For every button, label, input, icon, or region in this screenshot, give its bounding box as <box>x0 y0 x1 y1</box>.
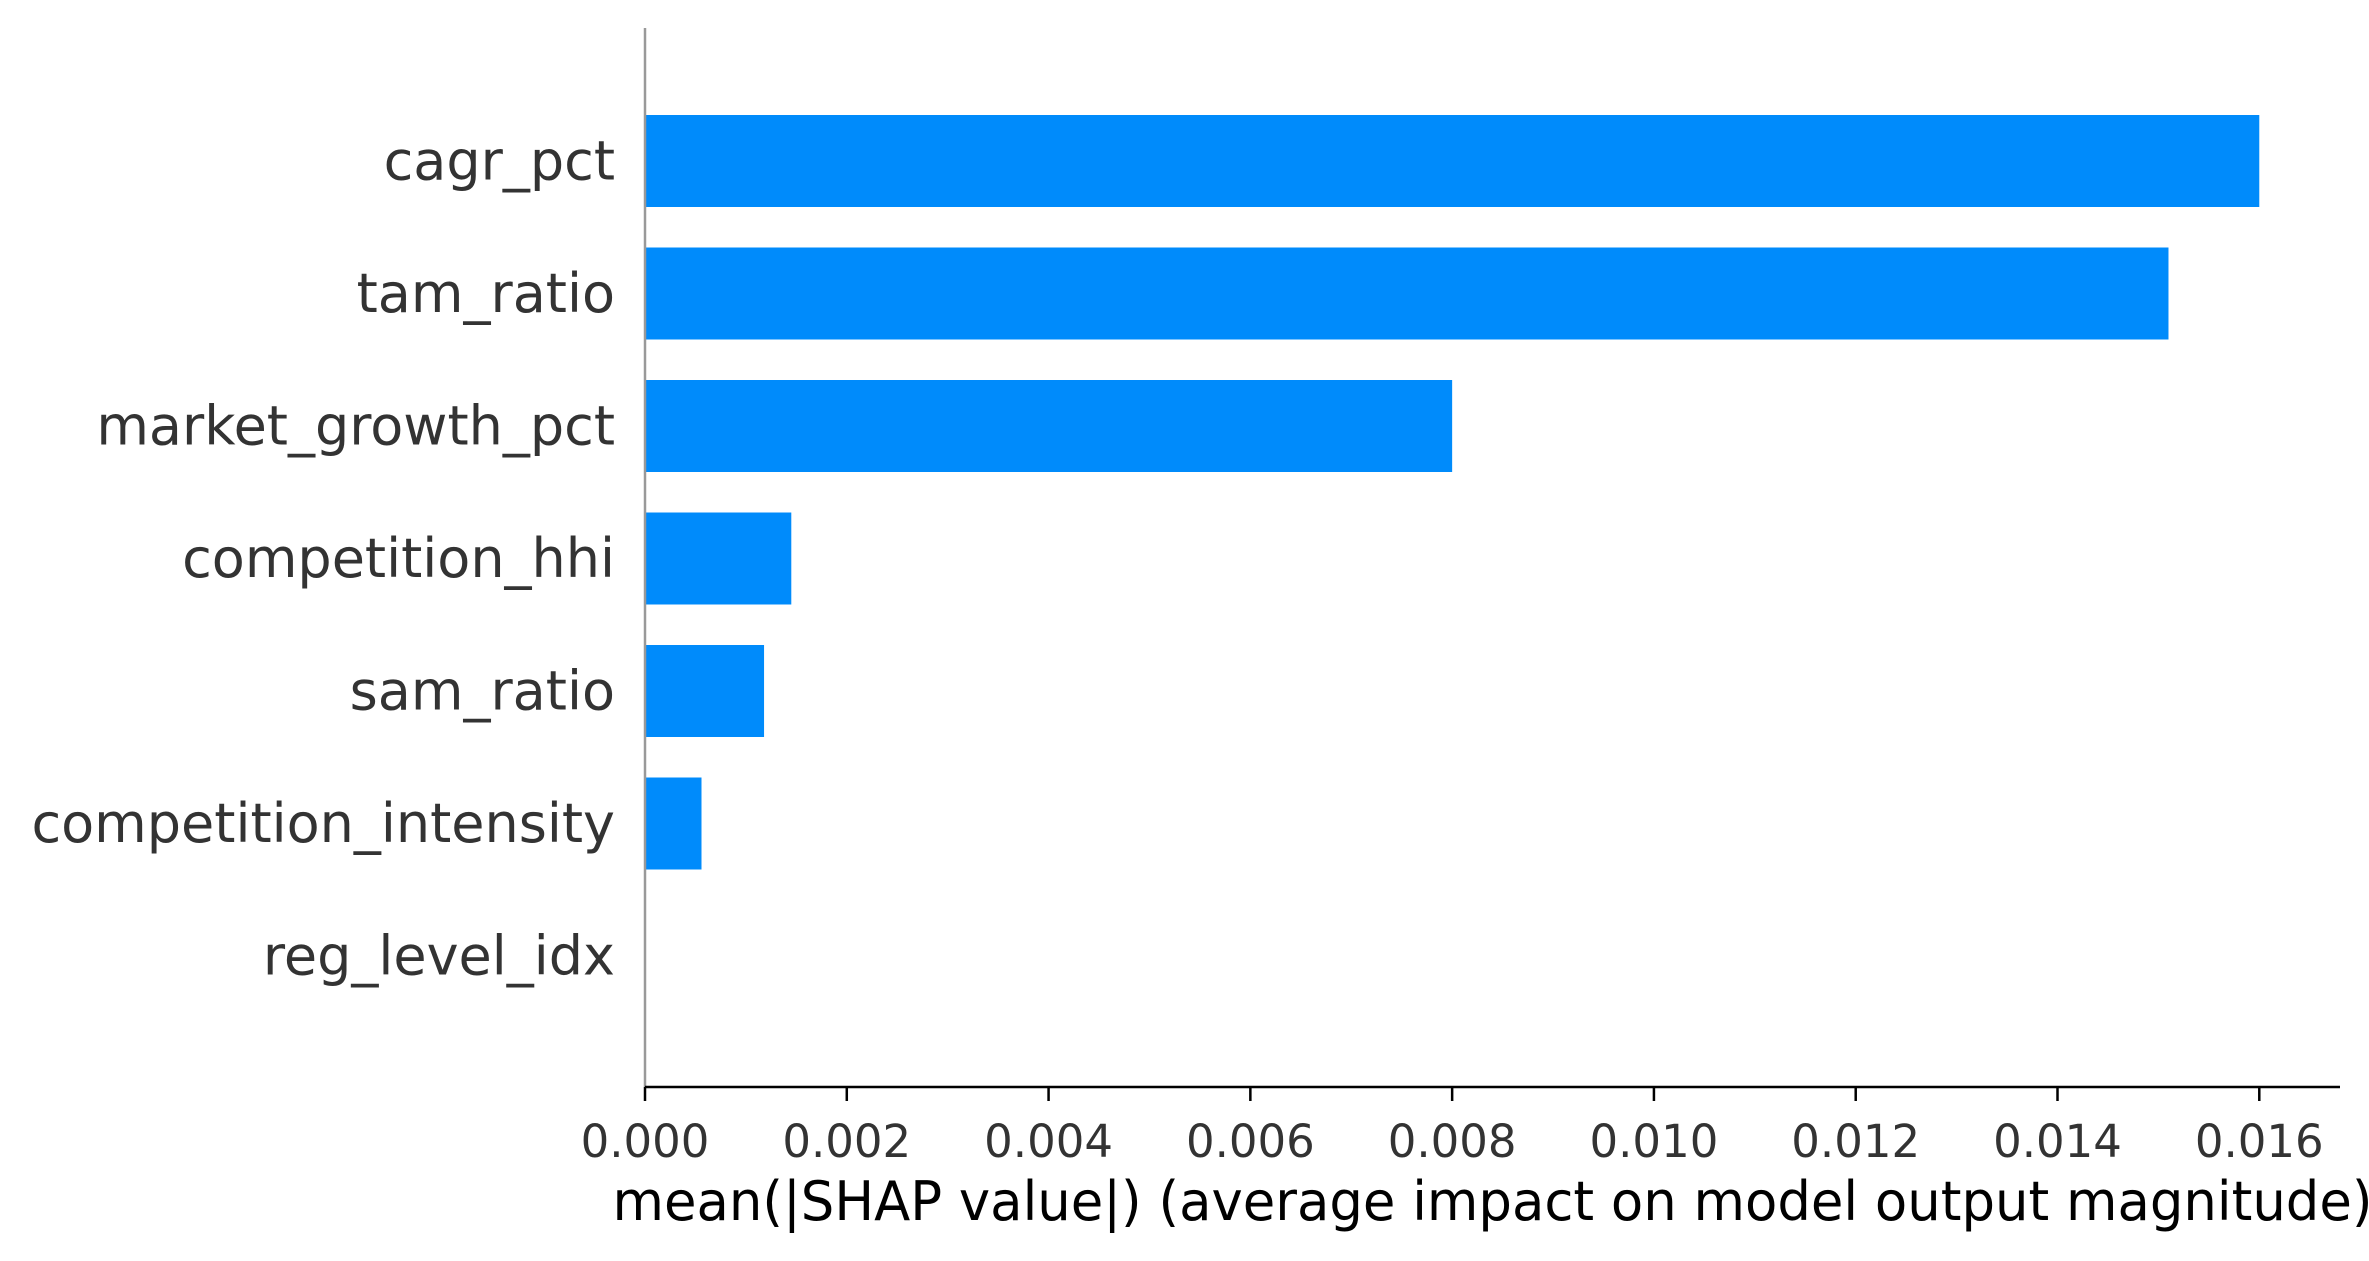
feature-label-competition-intensity: competition_intensity <box>31 792 615 855</box>
bar-sam-ratio <box>645 645 765 737</box>
bar-cagr-pct <box>645 115 2260 207</box>
x-tick-label: 0.014 <box>1993 1115 2122 1168</box>
x-axis-ticks: 0.000 0.002 0.004 0.006 0.008 0.010 0.012 0.014… <box>581 1087 2324 1168</box>
x-tick-label: 0.006 <box>1186 1115 1315 1168</box>
x-tick-label: 0.000 <box>581 1115 710 1168</box>
feature-label-sam-ratio: sam_ratio <box>350 660 615 723</box>
x-tick-label: 0.016 <box>2195 1115 2324 1168</box>
feature-label-reg-level-idx: reg_level_idx <box>263 925 615 988</box>
x-tick-label: 0.002 <box>782 1115 911 1168</box>
x-tick-label: 0.010 <box>1590 1115 1719 1168</box>
bar-competition-intensity <box>645 777 702 870</box>
feature-label-competition-hhi: competition_hhi <box>182 527 615 590</box>
x-tick-label: 0.008 <box>1388 1115 1517 1168</box>
bar-tam-ratio <box>645 247 2169 340</box>
x-tick-label: 0.004 <box>984 1115 1113 1168</box>
x-axis-title: mean(|SHAP value|) (average impact on mo… <box>613 1170 2369 1233</box>
feature-label-cagr-pct: cagr_pct <box>384 130 615 193</box>
feature-label-tam-ratio: tam_ratio <box>357 262 615 325</box>
bar-competition-hhi <box>645 512 792 605</box>
bars-layer <box>645 115 2260 870</box>
bar-market-growth-pct <box>645 380 1453 472</box>
feature-label-market-growth-pct: market_growth_pct <box>96 395 615 458</box>
feature-labels: cagr_pct tam_ratio market_growth_pctcompet… <box>31 130 615 988</box>
x-tick-label: 0.012 <box>1791 1115 1920 1168</box>
